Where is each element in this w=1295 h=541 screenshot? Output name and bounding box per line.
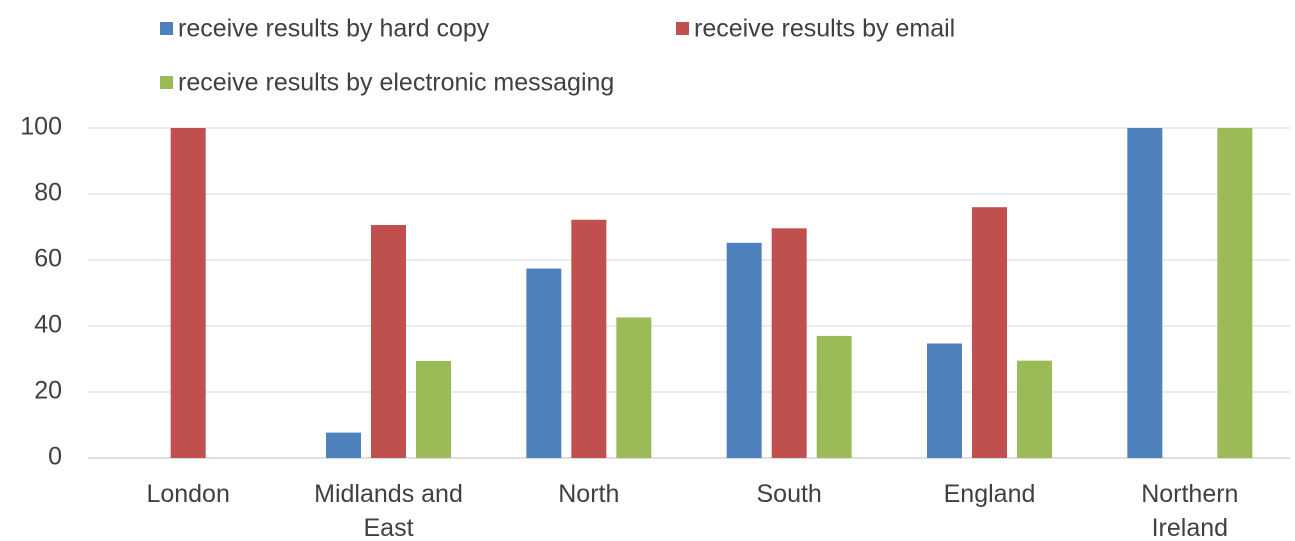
legend-label: receive results by hard copy <box>178 15 490 43</box>
y-axis: 0 20 40 60 80 100 <box>20 113 62 471</box>
bar <box>1217 128 1253 458</box>
bar <box>972 207 1007 458</box>
y-tick-label: 0 <box>48 443 62 471</box>
x-tick-label-line: North <box>558 480 619 508</box>
x-tick-label: London <box>146 480 229 508</box>
legend-swatch <box>676 22 689 35</box>
gridlines <box>88 127 1290 459</box>
x-axis: London Midlands and East North South England N… <box>146 480 1238 541</box>
legend-swatch <box>160 76 173 89</box>
x-tick-label-line: London <box>146 480 229 508</box>
legend-swatch <box>160 22 173 35</box>
x-tick-label-line: Northern <box>1141 480 1238 508</box>
bar <box>816 335 852 458</box>
x-tick-label: South <box>756 480 821 508</box>
bar <box>726 242 762 458</box>
x-tick-label: England <box>944 480 1036 508</box>
bar <box>1127 128 1163 458</box>
x-tick-label-line: England <box>944 480 1036 508</box>
x-tick-label-line: Ireland <box>1152 514 1228 536</box>
x-tick-label: Midlands and East <box>314 480 463 536</box>
bar <box>616 317 652 458</box>
y-tick-label: 40 <box>34 311 62 339</box>
x-tick-label: Northern Ireland <box>1141 480 1238 536</box>
y-tick-label: 20 <box>34 377 62 405</box>
bar <box>571 219 607 458</box>
bar <box>771 228 807 458</box>
bar <box>927 343 962 458</box>
bar <box>1017 360 1052 458</box>
y-tick-label: 80 <box>34 179 62 207</box>
x-tick-label-line: South <box>756 480 821 508</box>
x-tick-label: North <box>558 480 619 508</box>
y-tick-label: 100 <box>20 113 62 141</box>
y-tick-label: 60 <box>34 245 62 273</box>
legend-label: receive results by email <box>694 15 955 43</box>
bar <box>526 268 562 458</box>
x-tick-label-line: Midlands and <box>314 480 463 508</box>
bar <box>416 360 451 458</box>
bars <box>170 128 1253 458</box>
x-tick-label-line: East <box>363 514 413 536</box>
legend-item: receive results by electronic messaging <box>160 69 614 97</box>
legend: receive results by hard copy receive resu… <box>160 15 955 97</box>
legend-item: receive results by email <box>676 15 955 43</box>
bar <box>371 225 406 458</box>
legend-item: receive results by hard copy <box>160 15 490 43</box>
legend-label: receive results by electronic messaging <box>178 69 614 97</box>
bar <box>326 432 361 458</box>
bar <box>170 128 206 458</box>
